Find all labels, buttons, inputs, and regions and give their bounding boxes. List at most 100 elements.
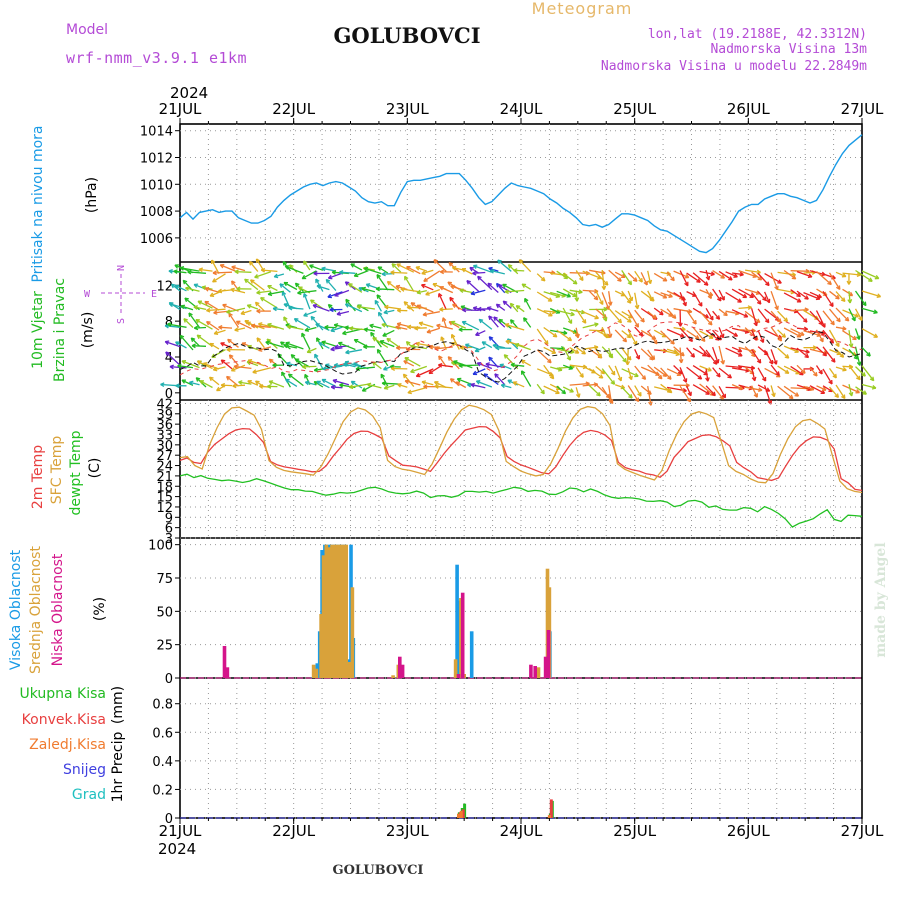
wind-arrow-head: [312, 304, 318, 309]
bottom-time-axis: 21JUL 22JUL 23JUL 24JUL 25JUL 26JUL 27JUL: [159, 818, 884, 840]
wind-arrow: [621, 290, 632, 304]
wind-arrow-head: [708, 334, 714, 339]
wind-arrow: [601, 292, 610, 310]
wind-arrow: [244, 278, 259, 291]
wind-arrow-head: [607, 333, 613, 338]
wind-arrow-head: [821, 386, 827, 391]
wind-arrow: [305, 381, 317, 386]
wind-arrow-head: [315, 278, 320, 284]
wind-arrow: [861, 383, 877, 389]
wind-arrow-head: [339, 382, 344, 388]
wind-arrow: [514, 343, 531, 351]
cloud-bar: [398, 656, 402, 678]
wind-arrow-head: [280, 341, 285, 346]
wind-arrow: [232, 384, 246, 387]
wind-arrow-head: [181, 359, 187, 365]
y-tick-label: 4: [165, 351, 173, 366]
wind-arrow-head: [796, 292, 801, 298]
wind-arrow: [679, 270, 689, 287]
wind-arrow-head: [705, 390, 710, 395]
wind-arrow-head: [316, 337, 321, 342]
precip-bar: [461, 809, 465, 818]
wind-arrow-head: [329, 307, 334, 313]
wind-arrow: [234, 327, 246, 331]
wind-arrow: [520, 359, 532, 367]
wind-arrow: [515, 305, 525, 313]
wind-arrow: [653, 291, 667, 299]
wind-arrow-head: [383, 385, 389, 390]
wind-arrow: [777, 310, 788, 322]
wind-arrow: [614, 310, 632, 323]
y-tick-label: 0.6: [152, 726, 173, 741]
wind-arrow-head: [410, 302, 416, 307]
wind-arrow: [679, 385, 691, 403]
wind-arrow: [550, 347, 565, 350]
wind-arrow-head: [607, 301, 613, 306]
wind-arrow-head: [406, 305, 411, 310]
wind-arrow: [286, 362, 298, 367]
wind-arrow-head: [705, 275, 711, 281]
wind-arrow: [477, 362, 493, 370]
wind-arrow: [194, 326, 207, 329]
wind-arrow-head: [643, 280, 648, 286]
wind-arrow-head: [608, 399, 614, 404]
y-tick-label: 25: [156, 639, 173, 654]
wind-arrow: [191, 345, 207, 347]
wind-arrow: [751, 292, 762, 305]
wind-arrow: [647, 330, 658, 345]
wind-arrow-head: [196, 334, 202, 340]
wind-arrow-head: [466, 279, 471, 285]
wind-arrow: [692, 347, 707, 357]
wind-arrow: [575, 308, 587, 324]
wind-arrow-head: [775, 371, 780, 376]
wind-arrow-head: [575, 393, 581, 398]
wind-arrow: [410, 365, 428, 373]
wind-arrow-head: [507, 379, 512, 384]
wind-arrow: [418, 322, 434, 328]
wind-arrow: [267, 323, 285, 330]
wind-arrow-head: [846, 280, 852, 285]
wind-arrow-head: [617, 376, 623, 382]
wind-arrow: [614, 384, 625, 389]
wind-arrow-head: [487, 282, 493, 288]
model-label: Model: [66, 22, 108, 38]
wind-arrow: [861, 290, 881, 298]
wind-arrow: [783, 269, 797, 280]
wind-arrow-head: [464, 343, 470, 348]
wind-arrow-head: [284, 265, 290, 270]
cloud-bar: [456, 674, 461, 678]
wind-arrow-head: [667, 388, 673, 394]
cloud-y-ticks: 0 25 50 75 100: [148, 539, 862, 687]
wind-arrow: [686, 309, 697, 325]
wind-arrow-head: [459, 288, 464, 294]
precip-units: (mm): [110, 686, 126, 724]
wind-arrow-head: [866, 352, 871, 357]
wind-arrow: [325, 279, 337, 292]
cloud-bar: [319, 614, 323, 678]
wind-arrow-head: [453, 360, 458, 365]
wind-arrow: [686, 366, 703, 380]
wind-arrow-head: [188, 312, 193, 317]
wind-arrow: [848, 365, 861, 381]
low-cloud-ylabel: Niska Oblacnost: [50, 553, 66, 666]
wind-arrow-head: [472, 270, 477, 276]
wind-arrow: [627, 329, 638, 346]
wind-arrow: [790, 308, 809, 312]
wind-arrow-head: [572, 280, 578, 285]
wind-arrow-head: [426, 329, 432, 334]
wind-arrow-head: [737, 347, 743, 353]
wind-arrow: [190, 337, 200, 347]
wind-arrow-head: [470, 382, 475, 388]
pressure-ylabel: Pritisak na nivou mora: [30, 125, 46, 282]
wind-arrow-head: [386, 337, 391, 343]
wind-arrow-head: [197, 300, 203, 305]
wind-arrow-head: [285, 341, 290, 347]
wind-arrow-head: [268, 358, 274, 364]
wind-arrow: [601, 368, 616, 385]
cloud-panel: Visoka Oblacnost Srednja Oblacnost Niska…: [8, 539, 862, 687]
bottom-day-label: 26JUL: [727, 822, 770, 840]
wind-arrow-head: [290, 353, 296, 359]
wind-arrow-head: [756, 359, 762, 364]
wind-arrow: [283, 281, 298, 291]
wind-arrow-head: [856, 335, 861, 340]
